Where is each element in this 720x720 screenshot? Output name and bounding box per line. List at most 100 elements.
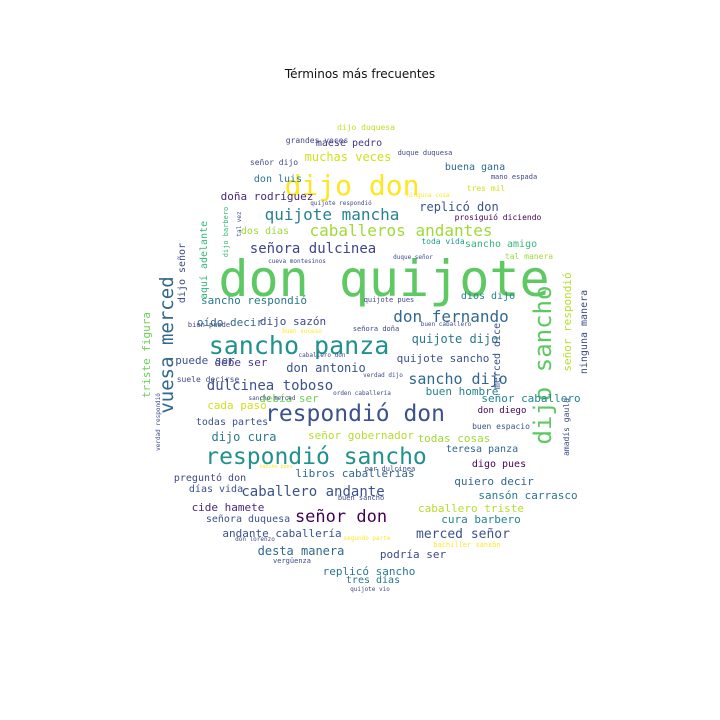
- cloud-word: teresa panza: [446, 444, 518, 455]
- cloud-word: buen caballero: [421, 321, 472, 328]
- cloud-word: dijo señor: [177, 243, 188, 303]
- cloud-word: andante caballería: [222, 527, 341, 540]
- cloud-word: bien puede: [188, 321, 230, 329]
- cloud-word: caballeros andantes: [309, 221, 492, 240]
- cloud-word: quijote vio: [350, 586, 390, 593]
- cloud-word: dijo don: [285, 169, 420, 202]
- cloud-word: replicó don: [419, 200, 498, 214]
- cloud-word: preguntó don: [174, 472, 246, 484]
- cloud-word: suele decirse: [177, 375, 240, 384]
- cloud-word: cide hamete: [192, 501, 265, 514]
- cloud-word: maese pedro: [316, 138, 382, 149]
- cloud-word: verdad dijo: [363, 372, 403, 379]
- cloud-word: señora dulcinea: [250, 241, 376, 257]
- cloud-word: respondió don: [265, 401, 445, 427]
- cloud-word: señor respondió: [561, 272, 574, 371]
- cloud-word: tal manera: [505, 252, 553, 261]
- cloud-word: quiero decir: [454, 475, 534, 488]
- cloud-word: todas cosas: [418, 432, 491, 445]
- cloud-word: segundo parte: [344, 535, 391, 542]
- cloud-word: días vida: [189, 483, 243, 495]
- cloud-word: don fernando: [393, 307, 509, 326]
- cloud-word: amadís gaula: [562, 398, 571, 456]
- cloud-word: duque señor: [393, 254, 433, 261]
- cloud-word: vuesa merced: [156, 276, 178, 413]
- cloud-word: merced señor: [416, 527, 510, 542]
- cloud-word: bachiller sansón: [433, 541, 500, 549]
- cloud-word: prosiguió diciendo: [455, 212, 542, 222]
- cloud-word: cura barbero: [441, 513, 520, 526]
- cloud-word: quijote dijo: [412, 332, 499, 346]
- cloud-word: señor caballero: [481, 392, 580, 405]
- cloud-word: vergüenza: [273, 557, 311, 565]
- cloud-word: libros caballerías: [295, 467, 414, 480]
- cloud-word: señora doña: [353, 325, 399, 333]
- cloud-word: dijo barbero: [222, 207, 230, 258]
- cloud-word: tal vez: [236, 211, 243, 237]
- cloud-word: sancho merced: [249, 395, 296, 402]
- cloud-word: dijo sazón: [260, 315, 326, 328]
- cloud-word: doña rodríguez: [221, 190, 314, 203]
- cloud-word: dijo cura: [211, 430, 276, 444]
- cloud-word: quijote mancha: [265, 205, 400, 224]
- cloud-word: merced dice: [492, 323, 503, 389]
- cloud-word: digo pues: [472, 459, 526, 470]
- cloud-word: señor dijo: [250, 158, 298, 167]
- cloud-word: dijo duquesa: [337, 123, 395, 132]
- cloud-word: sancho respondió: [201, 294, 307, 307]
- cloud-word: todas partes: [196, 417, 268, 428]
- cloud-word: sancho amigo: [465, 239, 537, 250]
- cloud-word: don luis: [254, 174, 302, 185]
- cloud-word: don lorenzo: [235, 536, 275, 543]
- cloud-word: sancho pues: [259, 464, 292, 470]
- cloud-word: buena gana: [445, 162, 505, 173]
- chart-title: Términos más frecuentes: [284, 67, 436, 81]
- cloud-word: caballero triste: [418, 502, 524, 515]
- cloud-word: quijote sancho: [397, 352, 490, 365]
- cloud-word: ninguna cosa: [406, 192, 450, 199]
- cloud-word: cada paso: [207, 399, 267, 412]
- cloud-word: podría ser: [380, 548, 447, 561]
- cloud-word: verdad respondió: [155, 393, 162, 451]
- cloud-word: quijote pues: [364, 296, 415, 304]
- cloud-word: don antonio: [286, 361, 365, 375]
- cloud-word: muchas veces: [305, 150, 392, 164]
- cloud-word: tres días: [346, 574, 400, 586]
- cloud-word: buen hombre: [426, 385, 499, 398]
- cloud-word: par dulcinea: [365, 465, 416, 473]
- cloud-word: señor gobernador: [308, 429, 414, 442]
- cloud-word: don diego: [478, 406, 527, 416]
- cloud-word: dos días: [241, 225, 289, 237]
- cloud-word: tres mil: [467, 184, 506, 193]
- cloud-word: puede ser: [175, 354, 235, 367]
- cloud-word: orden caballería: [333, 390, 391, 397]
- cloud-word: buen sancho: [338, 494, 384, 502]
- cloud-word: sansón carrasco: [478, 489, 577, 502]
- cloud-word: quijote respondió: [310, 200, 372, 207]
- cloud-word: toda vida: [421, 237, 465, 246]
- cloud-word: señora duquesa: [206, 514, 290, 525]
- cloud-word: replicó sancho: [323, 565, 416, 578]
- cloud-word: señor don: [295, 507, 387, 527]
- cloud-word: sancho panza: [209, 331, 390, 360]
- cloud-word: aquí adelante: [198, 221, 210, 299]
- cloud-word: respondió sancho: [205, 444, 427, 470]
- cloud-word: caballero andante: [241, 484, 384, 500]
- cloud-word: cueva montesinos: [268, 258, 326, 265]
- cloud-word: don quijote: [218, 250, 549, 308]
- cloud-word: caballero don: [299, 352, 346, 359]
- cloud-word: dijo sancho: [529, 286, 557, 445]
- cloud-word: buen espacio: [472, 422, 530, 431]
- cloud-word: dios dijo: [461, 291, 515, 302]
- cloud-word: sancho dijo: [408, 370, 507, 388]
- cloud-word: grandes voces: [286, 136, 349, 145]
- cloud-word: debía ser: [259, 392, 319, 405]
- cloud-word: desta manera: [258, 544, 345, 558]
- cloud-word: buen suceso: [282, 328, 322, 335]
- cloud-word: ninguna manera: [579, 290, 590, 374]
- cloud-word: triste figura: [140, 312, 153, 398]
- cloud-word: oído decir: [197, 316, 264, 329]
- cloud-word: duque duquesa: [398, 149, 453, 157]
- cloud-word: debe ser: [215, 356, 268, 369]
